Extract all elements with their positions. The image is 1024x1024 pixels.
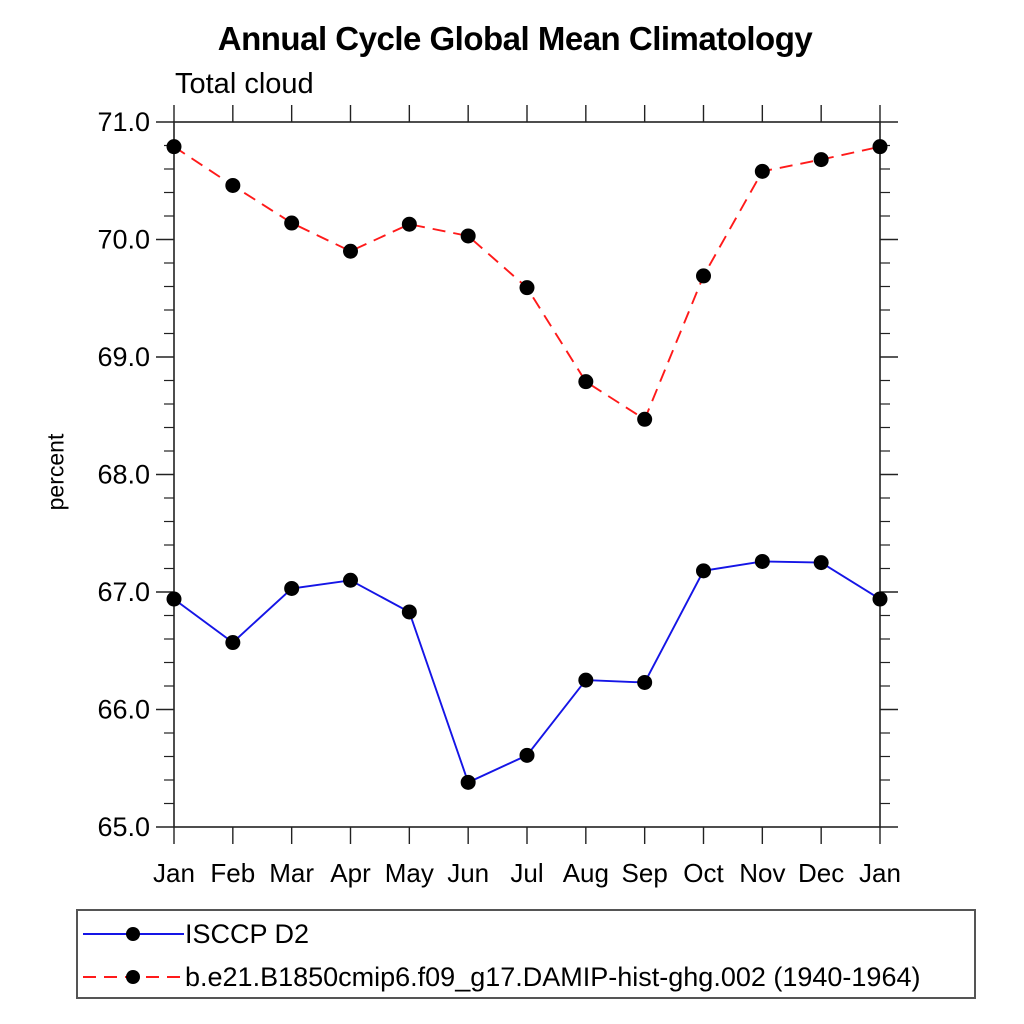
y-tick-label: 67.0 <box>97 577 150 607</box>
x-tick-label: Sep <box>622 858 668 888</box>
data-point-marker <box>872 139 888 155</box>
data-point-marker <box>401 216 417 232</box>
y-tick-label: 70.0 <box>97 225 150 255</box>
data-point-marker <box>225 177 241 193</box>
data-point-marker <box>166 139 182 155</box>
data-point-marker <box>637 411 653 427</box>
data-point-marker <box>813 152 829 168</box>
data-point-marker <box>519 280 535 296</box>
x-tick-label: May <box>385 858 434 888</box>
data-point-marker <box>813 555 829 571</box>
data-point-marker <box>343 572 358 588</box>
y-tick-label: 66.0 <box>97 695 150 725</box>
legend-line-sample <box>83 927 184 941</box>
x-tick-label: Jun <box>447 858 489 888</box>
y-tick-label: 65.0 <box>97 812 150 842</box>
data-point-marker <box>460 774 476 790</box>
legend-label: ISCCP D2 <box>185 919 310 949</box>
data-point-marker <box>578 374 594 390</box>
data-point-marker <box>166 591 182 607</box>
data-point-marker <box>754 553 770 569</box>
x-tick-label: Mar <box>269 858 314 888</box>
legend-item: b.e21.B1850cmip6.f09_g17.DAMIP-hist-ghg.… <box>82 962 921 992</box>
y-tick-label: 69.0 <box>97 342 150 372</box>
legend-marker <box>126 927 140 941</box>
plot-frame <box>173 121 881 828</box>
data-point-marker <box>401 604 417 620</box>
data-point-marker <box>343 243 358 259</box>
data-point-marker <box>460 228 476 244</box>
legend: ISCCP D2 b.e21.B1850cmip6.f09_g17.DAMIP-h… <box>76 909 976 999</box>
data-point-marker <box>872 591 888 607</box>
x-tick-label: Aug <box>563 858 609 888</box>
panel-label: Total cloud <box>175 68 314 100</box>
data-point-marker <box>696 268 711 284</box>
data-point-marker <box>696 563 711 579</box>
data-point-marker <box>284 580 300 596</box>
x-tick-label: Jul <box>510 858 543 888</box>
data-point-marker <box>637 674 653 690</box>
data-point-marker <box>754 163 770 179</box>
legend-line-sample <box>83 970 184 984</box>
chart-title: Annual Cycle Global Mean Climatology <box>217 20 813 57</box>
y-tick-label: 68.0 <box>97 460 150 490</box>
x-tick-label: Jan <box>153 858 195 888</box>
legend-item: ISCCP D2 <box>82 919 310 949</box>
data-point-marker <box>284 215 300 231</box>
data-point-marker <box>225 635 241 651</box>
data-point-marker <box>519 747 535 763</box>
x-tick-label: Dec <box>798 858 844 888</box>
y-tick-label: 71.0 <box>97 107 150 137</box>
x-tick-label: Apr <box>330 858 371 888</box>
x-tick-label: Feb <box>210 858 255 888</box>
legend-label: b.e21.B1850cmip6.f09_g17.DAMIP-hist-ghg.… <box>185 962 921 992</box>
x-tick-label: Oct <box>683 858 724 888</box>
x-tick-label: Nov <box>739 858 785 888</box>
plot-area: Jan Feb Mar Apr May Jun Jul Aug Sep Oct Nov Dec Jan 7… <box>97 105 901 888</box>
x-tick-label: Jan <box>859 858 901 888</box>
legend-marker <box>126 970 140 984</box>
data-point-marker <box>578 672 594 688</box>
